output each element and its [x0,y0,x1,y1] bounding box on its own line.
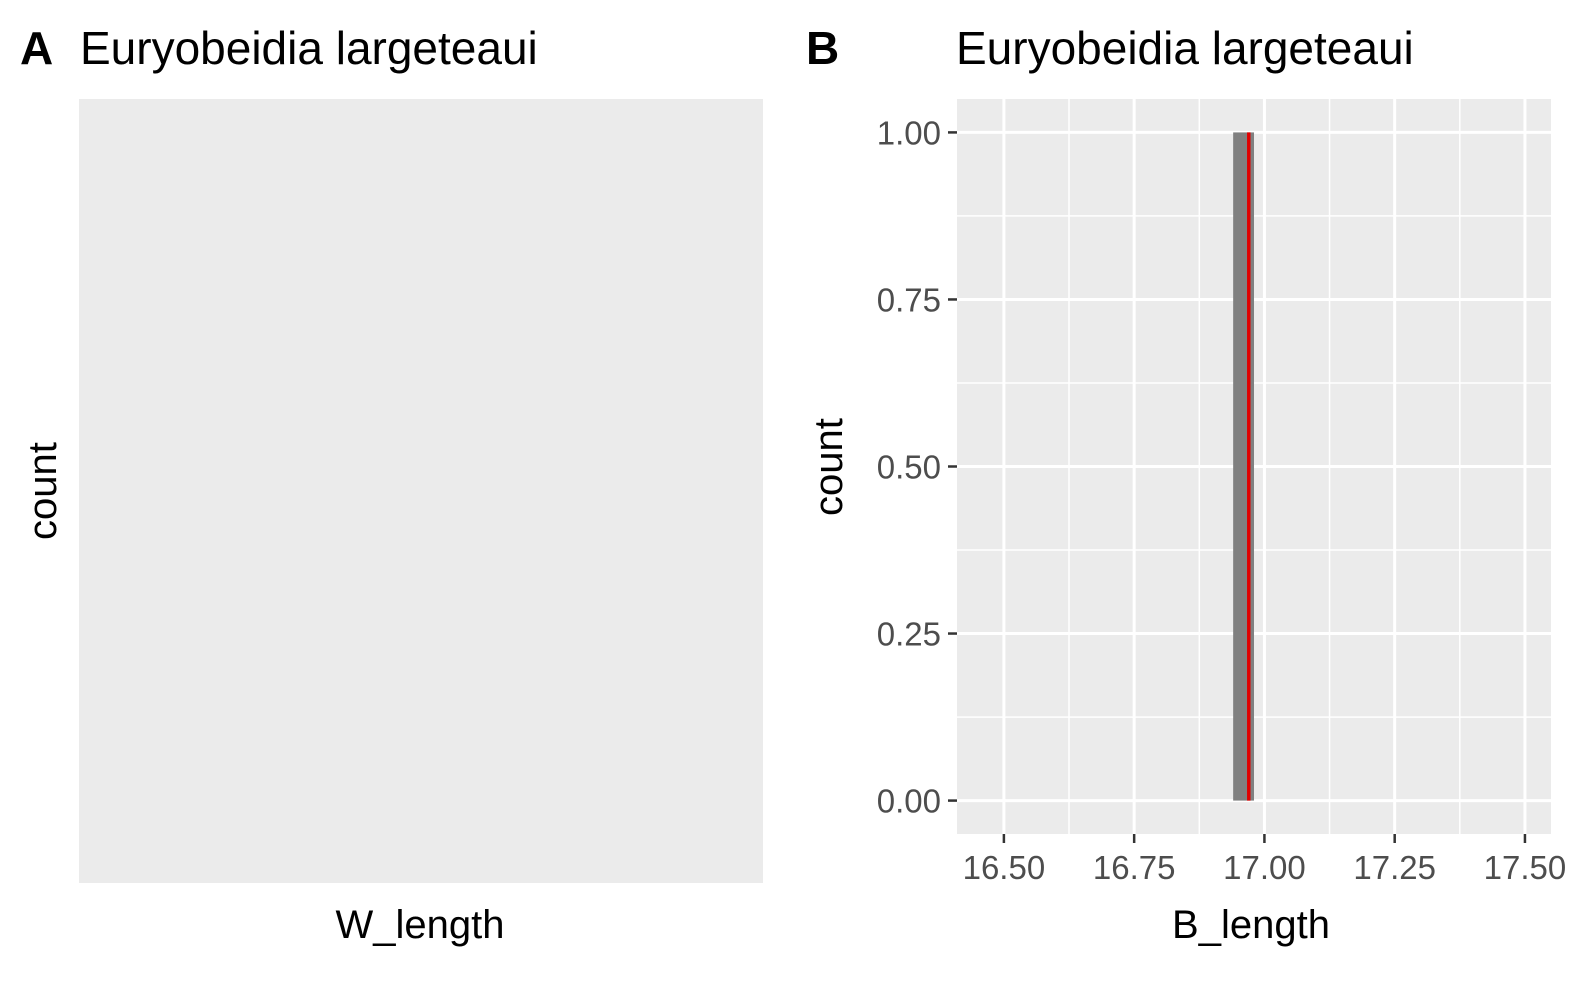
panel-a-x-axis-title: W_length [336,903,505,947]
panel-b-title: Euryobeidia largeteaui [956,22,1414,74]
y-tick-label: 0.25 [877,616,941,653]
panel-b-y-ticks: 0.00 0.25 0.50 0.75 1.00 [877,114,957,820]
histogram-bar [1233,132,1254,801]
panel-a: A Euryobeidia largeteaui count W_length [20,22,763,947]
x-tick-label: 16.50 [963,849,1046,886]
panel-b-bars [1233,132,1254,801]
panel-a-y-axis-title: count [21,442,65,540]
panel-b-x-axis-title: B_length [1172,903,1330,947]
y-tick-label: 0.75 [877,281,941,318]
panel-a-title: Euryobeidia largeteaui [80,22,538,74]
panel-b-y-axis-title: count [807,418,851,516]
x-tick-label: 17.25 [1353,849,1436,886]
y-tick-label: 0.50 [877,449,941,486]
x-tick-label: 17.00 [1223,849,1306,886]
panel-b-x-ticks: 16.50 16.75 17.00 17.25 17.50 [963,834,1567,886]
x-tick-label: 17.50 [1484,849,1567,886]
panel-a-tag: A [20,22,53,74]
panel-b: B Euryobeidia largeteaui 0.00 0.25 0.50 0.7… [806,22,1566,947]
x-tick-label: 16.75 [1093,849,1176,886]
y-tick-label: 0.00 [877,783,941,820]
y-tick-label: 1.00 [877,114,941,151]
panel-b-tag: B [806,22,839,74]
panel-a-plot-area [79,99,763,883]
